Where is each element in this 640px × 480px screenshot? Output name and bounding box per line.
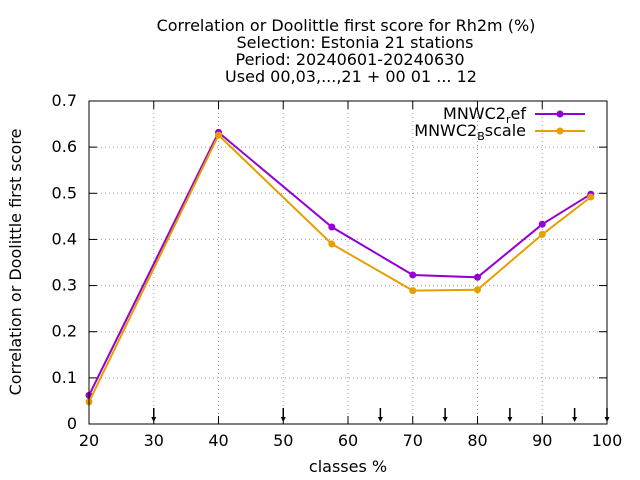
data-point: [538, 220, 546, 228]
series-line: [88, 133, 592, 403]
data-point: [409, 271, 417, 279]
arrow-head: [507, 417, 513, 422]
legend-entry-2: MNWC2Bscale: [414, 121, 585, 143]
title-line-4: Used 00,03,...,21 + 00 01 ... 12: [225, 67, 477, 86]
x-tick-label: 60: [338, 431, 358, 450]
y-axis-label: Correlation or Doolittle first score: [6, 129, 25, 396]
data-point: [409, 287, 417, 295]
arrow-marker: [572, 408, 578, 422]
y-tick-label: 0.5: [52, 183, 77, 202]
x-axis-ticks: 20 30 40 50 60 70 80 90 100: [79, 101, 622, 450]
arrow-marker: [377, 408, 383, 422]
y-tick-label: 0: [67, 414, 77, 433]
arrow-marker: [280, 408, 286, 422]
y-axis-ticks: 0 0.1 0.2 0.3 0.4 0.5 0.6 0.7: [52, 91, 607, 433]
x-axis-label: classes %: [309, 457, 387, 476]
data-point: [328, 223, 336, 231]
x-tick-label: 50: [273, 431, 293, 450]
plot-border: [88, 100, 608, 425]
y-tick-label: 0.4: [52, 229, 77, 248]
y-tick-label: 0.7: [52, 91, 77, 110]
series-line: [88, 130, 592, 396]
legend-label: MNWC2Bscale: [414, 121, 526, 143]
arrow-head: [151, 417, 157, 422]
arrow-head: [572, 417, 578, 422]
y-tick-label: 0.1: [52, 368, 77, 387]
data-point: [474, 286, 481, 294]
title-line-3: Period: 20240601-20240630: [235, 50, 464, 69]
title-line-2: Selection: Estonia 21 stations: [236, 33, 473, 52]
y-tick-label: 0.3: [52, 276, 77, 295]
legend-marker: [556, 127, 564, 135]
data-point: [215, 131, 222, 139]
data-point: [474, 273, 481, 281]
data-point: [538, 230, 546, 238]
arrow-head: [280, 417, 286, 422]
y-tick-label: 0.6: [52, 137, 77, 156]
series-1: [85, 128, 595, 399]
x-tick-label: 30: [144, 431, 164, 450]
arrow-head: [377, 417, 383, 422]
series-2: [85, 131, 595, 406]
arrow-head: [442, 417, 448, 422]
x-tick-label: 40: [208, 431, 228, 450]
chart-title: Correlation or Doolittle first score for…: [157, 16, 536, 86]
x-tick-label: 80: [467, 431, 487, 450]
x-tick-label: 20: [79, 431, 99, 450]
x-tick-label: 100: [592, 431, 623, 450]
x-tick-label: 90: [532, 431, 552, 450]
arrow-marker: [442, 408, 448, 422]
legend-marker: [556, 110, 564, 118]
series-group: [85, 128, 595, 406]
legend-entry-1: MNWC2ref: [443, 104, 585, 126]
arrow-marker: [507, 408, 513, 422]
title-line-1: Correlation or Doolittle first score for…: [157, 16, 536, 35]
grid: [89, 101, 607, 424]
data-point: [587, 193, 595, 201]
data-point: [328, 240, 336, 248]
y-tick-label: 0.2: [52, 322, 77, 341]
x-tick-label: 70: [403, 431, 423, 450]
arrow-marker: [151, 408, 157, 422]
legend-label: MNWC2ref: [443, 104, 526, 126]
arrow-markers: [151, 408, 610, 422]
